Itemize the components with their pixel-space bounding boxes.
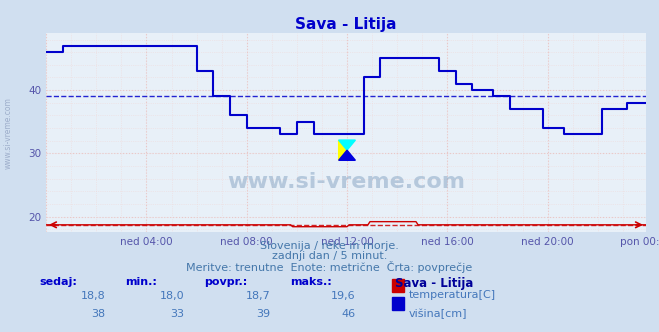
Text: 39: 39 (256, 309, 270, 319)
Polygon shape (339, 140, 347, 160)
Text: Meritve: trenutne  Enote: metrične  Črta: povprečje: Meritve: trenutne Enote: metrične Črta: … (186, 261, 473, 273)
Polygon shape (339, 140, 355, 150)
Text: Slovenija / reke in morje.: Slovenija / reke in morje. (260, 241, 399, 251)
Text: 18,0: 18,0 (160, 290, 185, 300)
Text: zadnji dan / 5 minut.: zadnji dan / 5 minut. (272, 251, 387, 261)
Text: temperatura[C]: temperatura[C] (409, 290, 496, 300)
Text: 18,8: 18,8 (80, 290, 105, 300)
Polygon shape (339, 150, 355, 160)
Text: maks.:: maks.: (290, 277, 331, 287)
Text: povpr.:: povpr.: (204, 277, 248, 287)
Text: 46: 46 (342, 309, 356, 319)
Text: min.:: min.: (125, 277, 157, 287)
Text: višina[cm]: višina[cm] (409, 309, 467, 319)
Text: www.si-vreme.com: www.si-vreme.com (227, 172, 465, 192)
Text: Sava - Litija: Sava - Litija (395, 277, 474, 290)
Text: sedaj:: sedaj: (40, 277, 77, 287)
Text: www.si-vreme.com: www.si-vreme.com (3, 97, 13, 169)
Text: 38: 38 (92, 309, 105, 319)
Text: 18,7: 18,7 (245, 290, 270, 300)
Text: 19,6: 19,6 (331, 290, 356, 300)
Text: 33: 33 (171, 309, 185, 319)
Title: Sava - Litija: Sava - Litija (295, 17, 397, 32)
